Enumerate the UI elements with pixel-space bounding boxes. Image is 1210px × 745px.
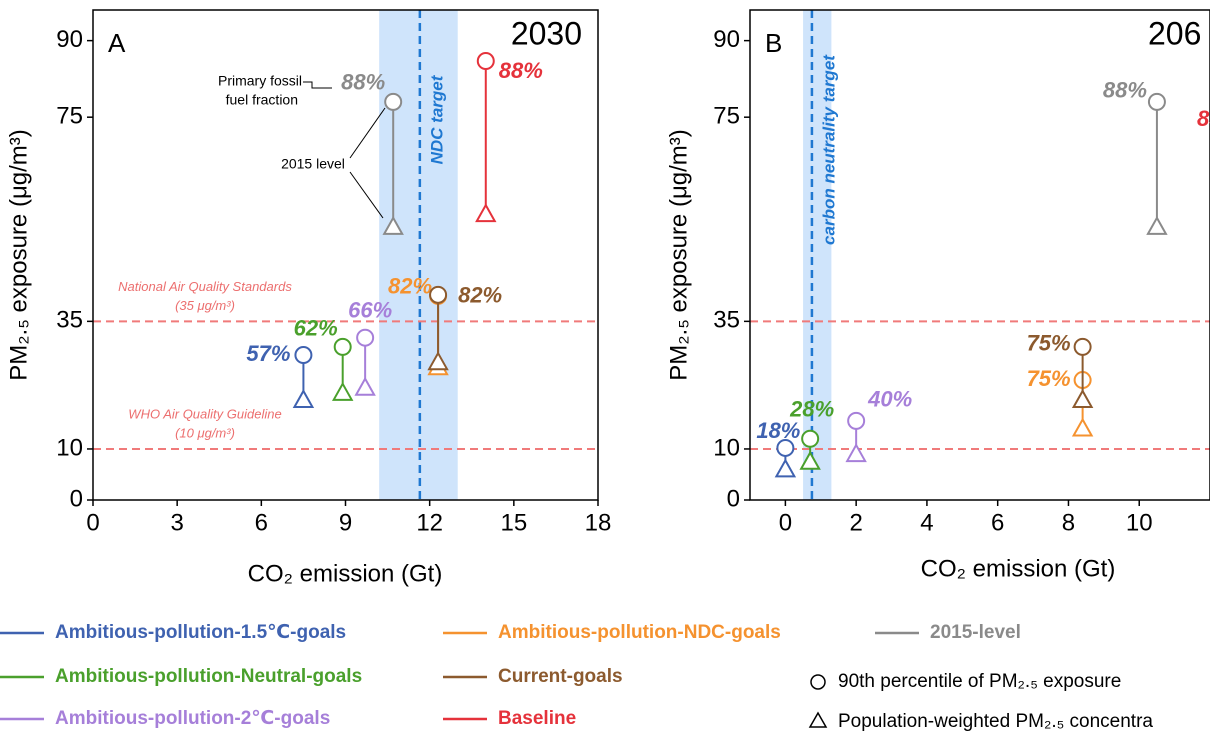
p90-marker — [847, 411, 866, 430]
legend-circle — [810, 674, 826, 690]
pop-weighted-marker — [382, 215, 404, 235]
pop-weighted-marker — [292, 388, 315, 408]
y-tick-label: 75 — [56, 103, 83, 130]
y-tick-label: 10 — [713, 434, 740, 461]
legend-label: Baseline — [498, 708, 576, 729]
panel-year: 206 — [1148, 15, 1201, 51]
panel-label: A — [108, 28, 126, 58]
legend-label: Ambitious-pollution-Neutral-goals — [55, 666, 362, 687]
reference-label: National Air Quality Standards — [118, 279, 292, 294]
x-tick-label: 10 — [1126, 509, 1153, 536]
legend-label: Ambitious-pollution-2℃-goals — [55, 708, 330, 729]
p90-marker — [429, 285, 448, 304]
y-tick-label: 90 — [713, 26, 740, 53]
reference-label: (35 μg/m³) — [175, 298, 235, 313]
legend-label: Ambitious-pollution-1.5℃-goals — [55, 622, 346, 643]
legend-label: Current-goals — [498, 666, 623, 687]
y-axis-label: PM₂.₅ exposure (μg/m³) — [665, 129, 692, 381]
plot-frame — [749, 9, 1210, 501]
y-tick-label: 90 — [56, 26, 83, 53]
p90-marker — [384, 92, 403, 111]
x-tick-label: 0 — [779, 509, 792, 536]
fossil-fraction-label: 40% — [867, 387, 912, 412]
legend-label: 90th percentile of PM₂.₅ exposure — [838, 671, 1121, 692]
y-tick-label: 0 — [727, 485, 740, 512]
legend-label: Ambitious-pollution-NDC-goals — [498, 622, 781, 643]
fossil-fraction-label: 82% — [458, 283, 502, 308]
x-tick-label: 2 — [849, 509, 862, 536]
annotation-leader — [349, 171, 384, 219]
y-tick-label: 75 — [713, 103, 740, 130]
pop-weighted-marker — [845, 443, 867, 463]
x-tick-label: 6 — [991, 509, 1004, 536]
pop-weighted-marker — [799, 450, 821, 470]
fossil-fraction-label: 75% — [1027, 366, 1071, 391]
y-axis-label: PM₂.₅ exposure (μg/m³) — [5, 129, 32, 381]
p90-marker — [801, 429, 820, 448]
x-tick-label: 8 — [1062, 509, 1075, 536]
pop-weighted-marker — [774, 458, 797, 478]
annotation-leader — [303, 81, 332, 89]
reference-label: WHO Air Quality Guideline — [128, 406, 281, 421]
target-label: NDC target — [427, 74, 446, 164]
fossil-fraction-label: 88% — [341, 70, 385, 95]
x-tick-label: 0 — [86, 509, 99, 536]
y-tick-label: 35 — [56, 307, 83, 334]
pop-weighted-marker — [1146, 215, 1168, 235]
x-axis-label: CO₂ emission (Gt) — [248, 560, 443, 587]
panel-year: 2030 — [511, 15, 582, 51]
x-tick-label: 3 — [170, 509, 183, 536]
fossil-fraction-label: 82% — [388, 274, 432, 299]
p90-marker — [294, 346, 313, 365]
legend-label: 2015-level — [930, 622, 1021, 643]
annotation: 2015 level — [281, 156, 345, 172]
x-tick-label: 12 — [416, 509, 443, 536]
reference-label: (10 μg/m³) — [175, 425, 235, 440]
p90-marker — [1073, 337, 1092, 356]
fossil-fraction-label: 88% — [499, 58, 543, 83]
fossil-fraction-label: 18% — [756, 418, 800, 443]
pop-weighted-marker — [1071, 388, 1094, 408]
pop-weighted-marker — [331, 381, 354, 401]
annotation: Primary fossil — [218, 73, 302, 89]
pop-weighted-marker — [354, 376, 376, 396]
y-tick-label: 35 — [713, 307, 740, 334]
pop-weighted-marker — [475, 203, 497, 223]
fossil-fraction-label: 85% — [1197, 106, 1210, 131]
target-band — [803, 10, 832, 500]
x-axis-label: CO₂ emission (Gt) — [921, 555, 1116, 582]
annotation: fuel fraction — [226, 92, 298, 108]
x-tick-label: 18 — [585, 509, 612, 536]
x-tick-label: 15 — [500, 509, 527, 536]
y-tick-label: 0 — [70, 485, 83, 512]
pop-weighted-marker — [427, 351, 449, 371]
p90-marker — [476, 52, 495, 71]
x-tick-label: 9 — [339, 509, 352, 536]
fossil-fraction-label: 88% — [1103, 78, 1147, 103]
legend-triangle — [808, 711, 828, 728]
legend-label: Population-weighted PM₂.₅ concentra — [838, 711, 1153, 732]
pop-weighted-marker — [1071, 417, 1094, 437]
p90-marker — [776, 438, 795, 457]
p90-marker — [1147, 92, 1166, 111]
x-tick-label: 6 — [255, 509, 268, 536]
y-tick-label: 10 — [56, 434, 83, 461]
fossil-fraction-label: 75% — [1027, 331, 1071, 356]
target-band — [379, 10, 458, 500]
fossil-fraction-label: 62% — [294, 316, 338, 341]
x-tick-label: 4 — [920, 509, 933, 536]
p90-marker — [356, 328, 375, 347]
panel-label: B — [765, 28, 782, 58]
annotation-leader — [349, 107, 386, 159]
fossil-fraction-label: 66% — [348, 298, 392, 323]
target-label: carbon neutrality target — [819, 54, 838, 245]
fossil-fraction-label: 28% — [789, 397, 834, 422]
p90-marker — [333, 337, 352, 356]
fossil-fraction-label: 57% — [246, 341, 290, 366]
